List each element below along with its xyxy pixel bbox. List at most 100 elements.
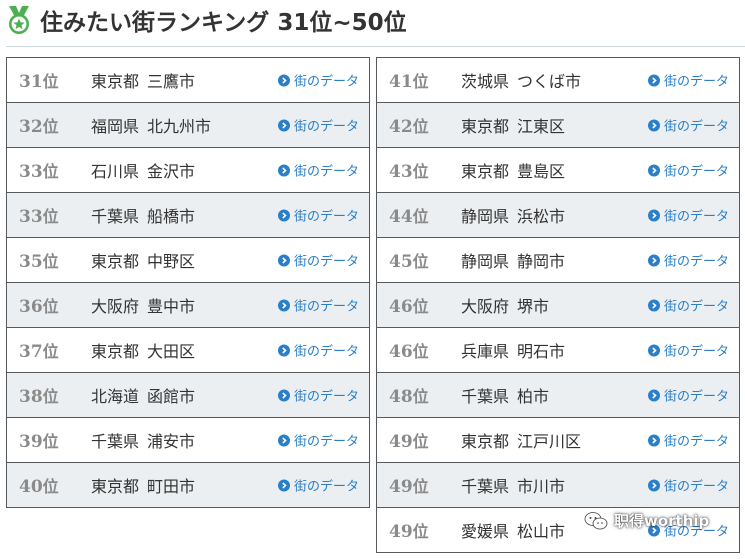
city-data-link[interactable]: 街のデータ	[647, 296, 729, 315]
chevron-right-circle-icon	[647, 434, 660, 446]
chevron-right-circle-icon	[647, 119, 660, 131]
chevron-right-circle-icon	[647, 344, 660, 356]
chevron-right-circle-icon	[277, 209, 290, 221]
rank-number: 33位	[7, 203, 67, 227]
ranking-row: 37位 東京都 大田区 街のデータ	[6, 328, 370, 373]
city-data-link[interactable]: 街のデータ	[647, 251, 729, 270]
rank-unit: 位	[412, 117, 429, 136]
ranking-row: 46位 大阪府 堺市 街のデータ	[376, 283, 740, 328]
rank-unit: 位	[42, 207, 59, 226]
prefecture-name: 愛媛県	[461, 522, 510, 541]
rank-value: 35	[19, 252, 43, 272]
city-data-link[interactable]: 街のデータ	[647, 116, 729, 135]
rank-value: 40	[19, 477, 43, 497]
rank-number: 43位	[377, 158, 437, 182]
city-data-link-label: 街のデータ	[293, 434, 359, 450]
city-data-link-label: 街のデータ	[663, 74, 729, 90]
prefecture-name: 福岡県	[91, 117, 140, 136]
city-name: 浦安市	[147, 432, 196, 451]
city-name: 豊中市	[147, 297, 196, 316]
city-data-link-label: 街のデータ	[293, 164, 359, 180]
rank-value: 37	[19, 342, 43, 362]
city-data-link[interactable]: 街のデータ	[277, 116, 359, 135]
rank-number: 38位	[7, 383, 67, 407]
city-data-link-label: 街のデータ	[293, 209, 359, 225]
city-data-link[interactable]: 街のデータ	[647, 71, 729, 90]
city-data-link[interactable]: 街のデータ	[277, 251, 359, 270]
city-data-link[interactable]: 街のデータ	[277, 161, 359, 180]
city-data-link-label: 街のデータ	[293, 299, 359, 315]
city-data-link[interactable]: 街のデータ	[277, 71, 359, 90]
city-name: 堺市	[517, 297, 550, 316]
prefecture-name: 茨城県	[461, 72, 510, 91]
rank-unit: 位	[42, 72, 59, 91]
rank-number: 41位	[377, 68, 437, 92]
ranking-row: 33位 石川県 金沢市 街のデータ	[6, 148, 370, 193]
prefecture-name: 東京都	[91, 252, 140, 271]
rank-unit: 位	[412, 522, 429, 541]
city-name: 町田市	[147, 477, 196, 496]
city-data-link[interactable]: 街のデータ	[277, 296, 359, 315]
ranking-row: 49位 千葉県 市川市 街のデータ	[376, 463, 740, 508]
ranking-row: 39位 千葉県 浦安市 街のデータ	[6, 418, 370, 463]
prefecture-name: 大阪府	[91, 297, 140, 316]
city-data-link[interactable]: 街のデータ	[647, 341, 729, 360]
city-name: 三鷹市	[147, 72, 196, 91]
page-title: 住みたい街ランキング 31位~50位	[40, 10, 407, 36]
page-header: 住みたい街ランキング 31位~50位	[6, 4, 407, 36]
rank-value: 31	[19, 72, 43, 92]
city-data-link[interactable]: 街のデータ	[277, 386, 359, 405]
rank-number: 33位	[7, 158, 67, 182]
wechat-icon	[584, 511, 608, 529]
rank-value: 38	[19, 387, 43, 407]
city-data-link[interactable]: 街のデータ	[647, 161, 729, 180]
medal-star-icon	[9, 6, 29, 34]
chevron-right-circle-icon	[277, 74, 290, 86]
city-data-link-label: 街のデータ	[663, 479, 729, 495]
city-data-link[interactable]: 街のデータ	[647, 206, 729, 225]
prefecture-name: 静岡県	[461, 252, 510, 271]
ranking-row: 38位 北海道 函館市 街のデータ	[6, 373, 370, 418]
chevron-right-circle-icon	[647, 524, 660, 536]
rank-number: 42位	[377, 113, 437, 137]
rank-unit: 位	[412, 72, 429, 91]
rank-number: 45位	[377, 248, 437, 272]
city-data-link[interactable]: 街のデータ	[277, 476, 359, 495]
city-data-link[interactable]: 街のデータ	[647, 521, 729, 540]
rank-value: 32	[19, 117, 43, 137]
prefecture-name: 東京都	[461, 432, 510, 451]
city-data-link[interactable]: 街のデータ	[647, 386, 729, 405]
rank-unit: 位	[412, 162, 429, 181]
ranking-row: 49位 東京都 江戸川区 街のデータ	[376, 418, 740, 463]
city-data-link-label: 街のデータ	[663, 164, 729, 180]
prefecture-name: 千葉県	[461, 477, 510, 496]
rank-unit: 位	[412, 207, 429, 226]
city-name: 江戸川区	[517, 432, 582, 451]
ranking-row: 46位 兵庫県 明石市 街のデータ	[376, 328, 740, 373]
rank-unit: 位	[42, 432, 59, 451]
ranking-row: 41位 茨城県 つくば市 街のデータ	[376, 57, 740, 103]
city-name: 柏市	[517, 387, 550, 406]
rank-value: 44	[389, 207, 413, 227]
city-data-link[interactable]: 街のデータ	[277, 206, 359, 225]
city-data-link[interactable]: 街のデータ	[277, 431, 359, 450]
city-data-link[interactable]: 街のデータ	[277, 341, 359, 360]
prefecture-name: 東京都	[461, 162, 510, 181]
city-data-link-label: 街のデータ	[663, 119, 729, 135]
rank-unit: 位	[42, 342, 59, 361]
rank-value: 49	[389, 477, 413, 497]
rank-number: 46位	[377, 338, 437, 362]
city-data-link-label: 街のデータ	[293, 479, 359, 495]
rank-value: 46	[389, 342, 413, 362]
rank-unit: 位	[42, 477, 59, 496]
prefecture-name: 北海道	[91, 387, 140, 406]
city-data-link[interactable]: 街のデータ	[647, 431, 729, 450]
rank-value: 39	[19, 432, 43, 452]
city-name: 大田区	[147, 342, 196, 361]
rank-number: 37位	[7, 338, 67, 362]
city-data-link-label: 街のデータ	[663, 389, 729, 405]
city-data-link[interactable]: 街のデータ	[647, 476, 729, 495]
chevron-right-circle-icon	[277, 164, 290, 176]
city-name: 函館市	[147, 387, 196, 406]
ranking-row: 48位 千葉県 柏市 街のデータ	[376, 373, 740, 418]
